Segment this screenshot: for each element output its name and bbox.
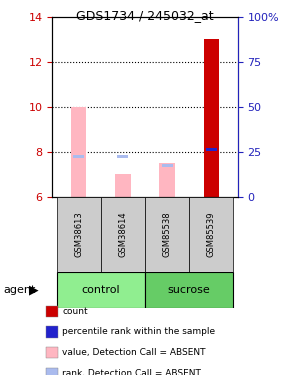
Bar (160, 163, 175, 197)
Text: GSM38614: GSM38614 (118, 211, 127, 257)
FancyBboxPatch shape (189, 197, 233, 272)
Text: agent: agent (3, 285, 35, 295)
Text: ▶: ▶ (28, 283, 38, 296)
Text: sucrose: sucrose (168, 285, 211, 295)
Text: GSM85539: GSM85539 (207, 211, 216, 257)
Text: count: count (62, 307, 88, 316)
Bar (71, 107, 86, 197)
Bar (162, 164, 173, 167)
FancyBboxPatch shape (101, 197, 145, 272)
Bar (73, 154, 84, 158)
Bar (204, 39, 219, 197)
Text: control: control (81, 285, 120, 295)
FancyBboxPatch shape (57, 197, 101, 272)
FancyBboxPatch shape (145, 197, 189, 272)
FancyBboxPatch shape (145, 272, 233, 308)
Text: percentile rank within the sample: percentile rank within the sample (62, 327, 215, 336)
Text: GDS1734 / 245032_at: GDS1734 / 245032_at (76, 9, 214, 22)
FancyBboxPatch shape (57, 272, 145, 308)
Bar (115, 174, 130, 197)
Text: value, Detection Call = ABSENT: value, Detection Call = ABSENT (62, 348, 206, 357)
Bar (206, 148, 217, 151)
Bar (117, 154, 128, 158)
Text: GSM85538: GSM85538 (163, 211, 172, 257)
Text: rank, Detection Call = ABSENT: rank, Detection Call = ABSENT (62, 369, 201, 375)
Text: GSM38613: GSM38613 (74, 211, 83, 257)
